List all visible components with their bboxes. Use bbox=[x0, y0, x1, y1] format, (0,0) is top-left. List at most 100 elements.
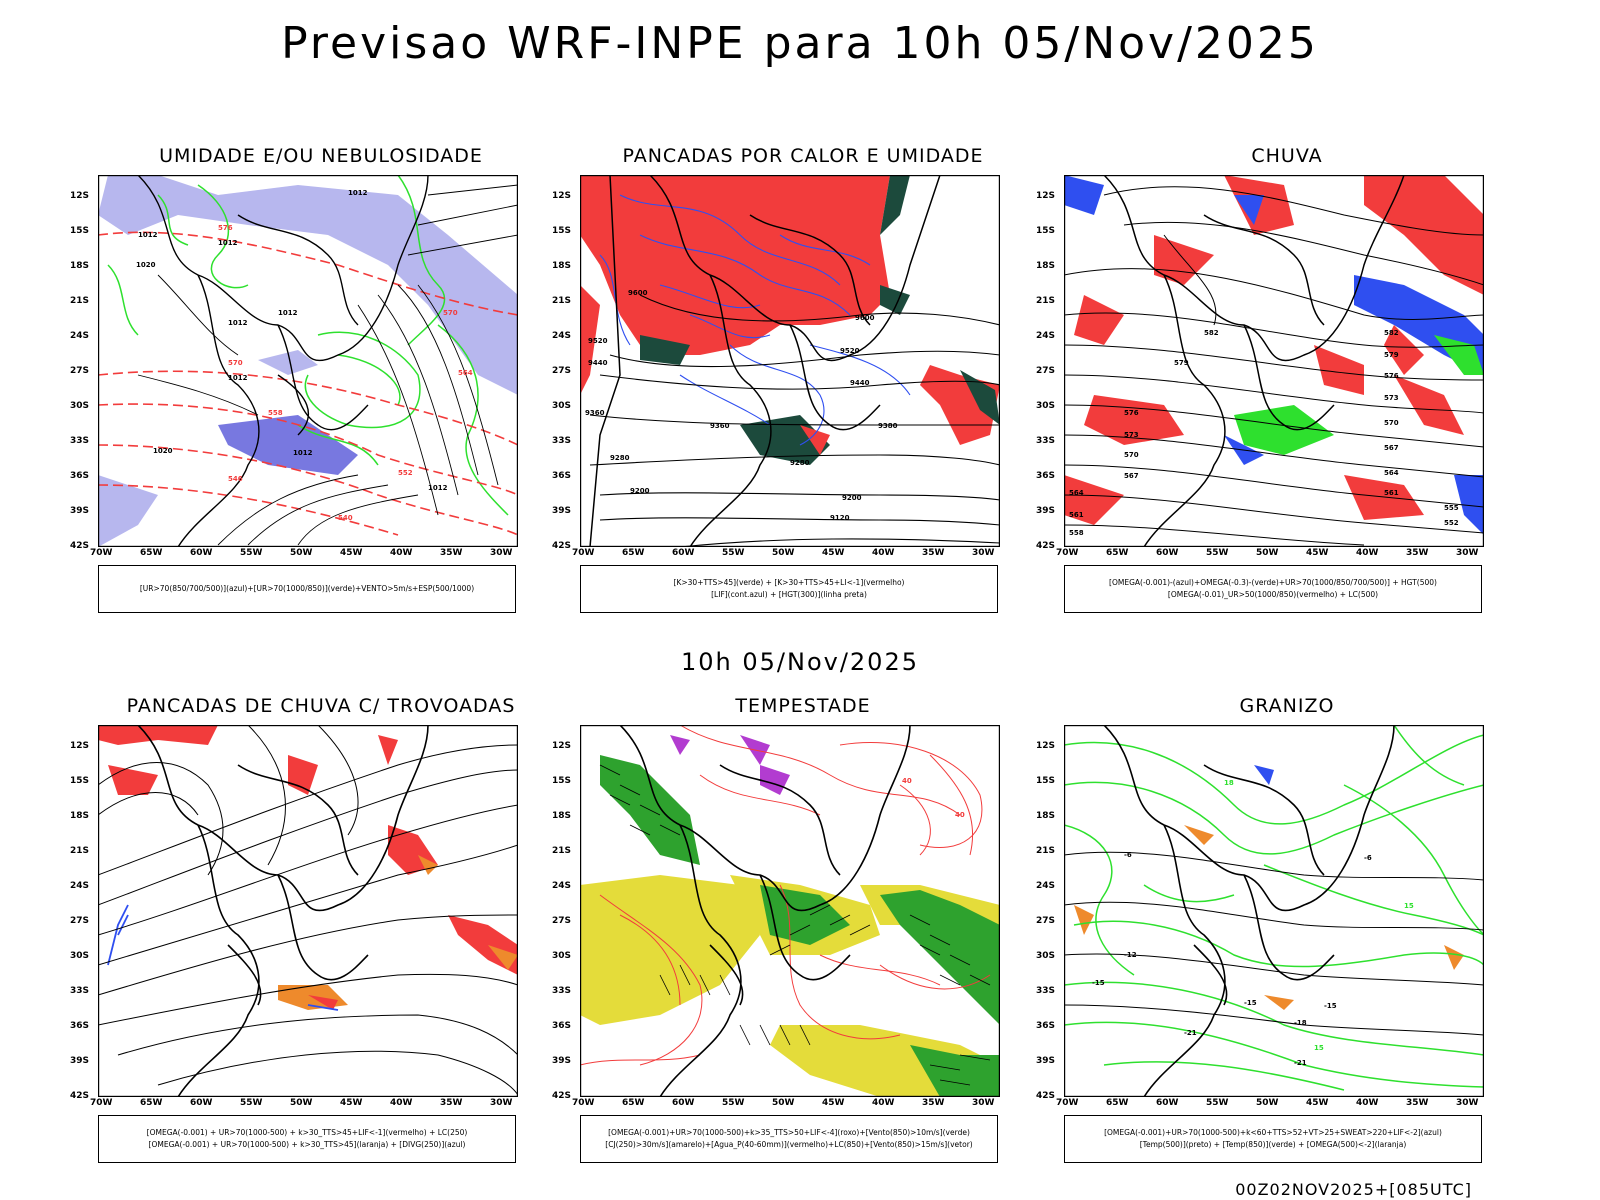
lat-tick-label: 18S bbox=[1036, 811, 1056, 821]
lat-tick-label: 33S bbox=[1036, 986, 1056, 996]
agua-contours bbox=[580, 725, 991, 1066]
fill-regions bbox=[580, 175, 1000, 465]
lat-tick-label: 12S bbox=[552, 191, 572, 201]
lon-tick-label: 40W bbox=[390, 548, 413, 558]
panel-tempestade: TEMPESTADE bbox=[578, 695, 1028, 1170]
legend: [OMEGA(-0.001)-(azul)+OMEGA(-0.3)-(verde… bbox=[1064, 565, 1482, 613]
lat-tick-label: 42S bbox=[70, 541, 90, 551]
lon-tick-label: 65W bbox=[622, 548, 645, 558]
hgt-contours bbox=[1064, 186, 1484, 546]
lon-tick-label: 50W bbox=[772, 1098, 795, 1108]
contour-label: 570 bbox=[1124, 451, 1139, 459]
legend: [OMEGA(-0.001) + UR>70(1000-500) + k>30_… bbox=[98, 1115, 516, 1163]
panel-pancadas-trovoadas: PANCADAS DE CHUVA C/ TROVOADAS bbox=[96, 695, 546, 1170]
lon-tick-label: 50W bbox=[290, 548, 313, 558]
lat-tick-label: 36S bbox=[70, 1021, 90, 1031]
lat-tick-label: 12S bbox=[1036, 741, 1056, 751]
legend-line: [K>30+TTS>45](verde) + [K>30+TTS>45+LI<-… bbox=[673, 578, 905, 587]
lon-tick-label: 60W bbox=[190, 1098, 213, 1108]
lon-tick-label: 60W bbox=[1156, 548, 1179, 558]
divg-blue bbox=[107, 904, 339, 1011]
lon-tick-label: 45W bbox=[340, 1098, 363, 1108]
contour-label: 558 bbox=[268, 409, 283, 417]
contour-label: -6 bbox=[1124, 851, 1132, 859]
lon-tick-label: 55W bbox=[1206, 1098, 1229, 1108]
contour-label: 9520 bbox=[588, 337, 608, 345]
contour-label: 9280 bbox=[790, 459, 810, 467]
lat-tick-label: 39S bbox=[1036, 506, 1056, 516]
contour-label: 552 bbox=[1444, 519, 1459, 527]
map-umidade: 1012 1012 1020 1012 1012 1012 1012 1012 … bbox=[98, 175, 518, 547]
green-contours bbox=[107, 175, 509, 516]
lat-tick-label: 42S bbox=[70, 1091, 90, 1101]
lat-tick-label: 39S bbox=[70, 1056, 90, 1066]
contour-label: 576 bbox=[218, 224, 233, 232]
lon-tick-label: 50W bbox=[1256, 548, 1279, 558]
lon-tick-label: 30W bbox=[1456, 1098, 1479, 1108]
lon-tick-label: 55W bbox=[240, 548, 263, 558]
lat-tick-label: 27S bbox=[1036, 916, 1056, 926]
contour-label: 540 bbox=[338, 514, 353, 522]
contour-label: 1020 bbox=[136, 261, 156, 269]
contour-label: 570 bbox=[228, 359, 243, 367]
contour-label: 576 bbox=[1124, 409, 1139, 417]
contour-label: 1012 bbox=[138, 231, 158, 239]
contour-label: 561 bbox=[1069, 511, 1084, 519]
legend-line: [OMEGA(-0.001) + UR>70(1000-500) + k>30_… bbox=[148, 1140, 466, 1149]
lon-tick-label: 65W bbox=[622, 1098, 645, 1108]
temp850-contours bbox=[1064, 725, 1484, 1091]
lon-tick-label: 35W bbox=[440, 1098, 463, 1108]
contour-label: 9600 bbox=[855, 314, 875, 322]
lon-tick-label: 50W bbox=[290, 1098, 313, 1108]
contour-label: 558 bbox=[1069, 529, 1084, 537]
lat-tick-label: 15S bbox=[1036, 776, 1056, 786]
lat-tick-label: 27S bbox=[552, 916, 572, 926]
contour-label: 1012 bbox=[428, 484, 448, 492]
contour-label: -12 bbox=[1124, 951, 1137, 959]
lat-tick-label: 12S bbox=[70, 191, 90, 201]
lon-tick-label: 65W bbox=[140, 1098, 163, 1108]
main-title: Previsao WRF-INPE para 10h 05/Nov/2025 bbox=[281, 18, 1319, 69]
contour-label: 1020 bbox=[153, 447, 173, 455]
lon-tick-label: 70W bbox=[572, 548, 595, 558]
lat-tick-label: 33S bbox=[552, 436, 572, 446]
contour-label: 576 bbox=[1384, 372, 1399, 380]
lat-tick-label: 39S bbox=[552, 1056, 572, 1066]
lon-tick-label: 55W bbox=[1206, 548, 1229, 558]
lat-tick-label: 24S bbox=[70, 331, 90, 341]
contour-label: 9440 bbox=[850, 379, 870, 387]
lon-tick-label: 35W bbox=[1406, 1098, 1429, 1108]
lat-tick-label: 21S bbox=[552, 846, 572, 856]
lon-tick-label: 70W bbox=[90, 548, 113, 558]
lon-tick-label: 30W bbox=[972, 1098, 995, 1108]
contour-label: 564 bbox=[1384, 469, 1399, 477]
contour-label: 9200 bbox=[630, 487, 650, 495]
legend-line: [LIF](cont.azul) + [HGT(300)](linha pret… bbox=[711, 590, 867, 599]
valid-time-label: 10h 05/Nov/2025 bbox=[680, 648, 919, 676]
lon-tick-label: 40W bbox=[1356, 548, 1379, 558]
lon-tick-label: 65W bbox=[140, 548, 163, 558]
lat-tick-label: 36S bbox=[70, 471, 90, 481]
lat-tick-label: 18S bbox=[552, 811, 572, 821]
contour-label: 579 bbox=[1384, 351, 1399, 359]
contour-label: 546 bbox=[228, 475, 243, 483]
lon-tick-label: 35W bbox=[1406, 548, 1429, 558]
lat-tick-label: 27S bbox=[70, 366, 90, 376]
panel-title: PANCADAS POR CALOR E UMIDADE bbox=[622, 145, 984, 167]
contour-label: -15 bbox=[1324, 1002, 1337, 1010]
lat-tick-label: 33S bbox=[552, 986, 572, 996]
lat-tick-label: 21S bbox=[1036, 846, 1056, 856]
contour-label: 1012 bbox=[293, 449, 313, 457]
lat-tick-label: 15S bbox=[70, 776, 90, 786]
contour-label: 9520 bbox=[840, 347, 860, 355]
lat-tick-label: 24S bbox=[552, 331, 572, 341]
legend-line: [CJ(250)>30m/s](amarelo)+[Agua_P(40-60mm… bbox=[605, 1140, 973, 1149]
lat-tick-label: 27S bbox=[552, 366, 572, 376]
lat-tick-label: 21S bbox=[70, 296, 90, 306]
lon-tick-label: 55W bbox=[722, 1098, 745, 1108]
lif-contours bbox=[599, 194, 911, 446]
contour-label: 555 bbox=[1444, 504, 1459, 512]
lon-tick-label: 45W bbox=[340, 548, 363, 558]
lon-tick-label: 35W bbox=[922, 1098, 945, 1108]
contour-label: 9360 bbox=[710, 422, 730, 430]
